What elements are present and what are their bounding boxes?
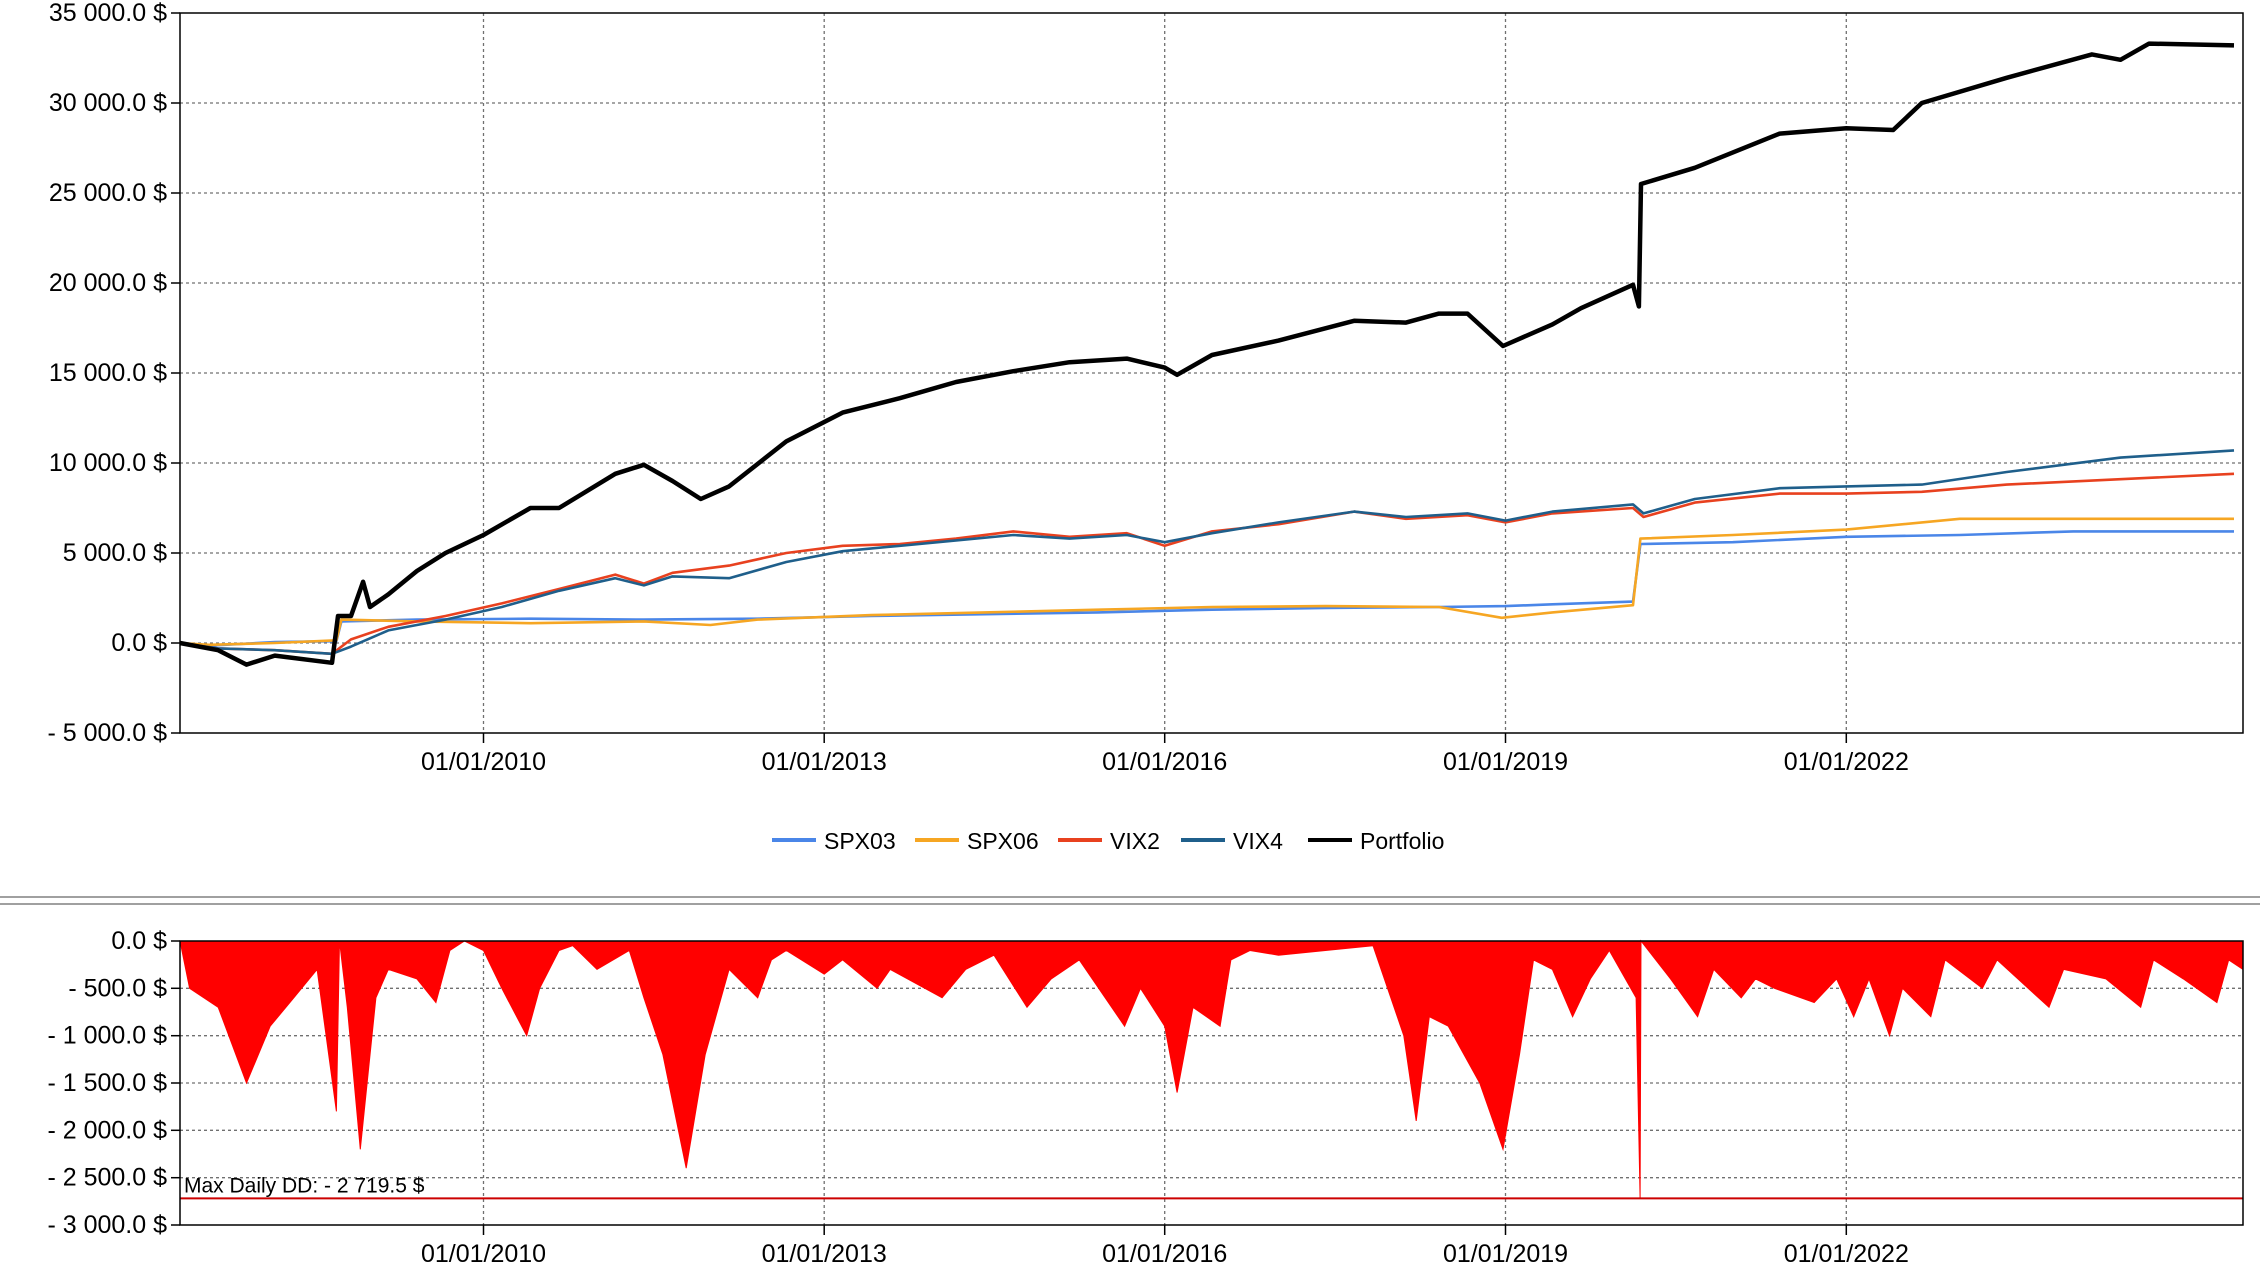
equity-y-tick-label: 10 000.0 $ — [49, 449, 167, 477]
drawdown-y-tick-label: - 2 500.0 $ — [47, 1164, 167, 1192]
max-dd-label: Max Daily DD: - 2 719.5 $ — [184, 1174, 425, 1197]
legend-label-portfolio: Portfolio — [1360, 828, 1444, 854]
equity-y-tick-label: 15 000.0 $ — [49, 359, 167, 387]
equity-y-tick-label: 30 000.0 $ — [49, 89, 167, 117]
drawdown-y-tick-label: - 3 000.0 $ — [47, 1211, 167, 1239]
equity-x-tick-label: 01/01/2013 — [762, 748, 887, 776]
equity-y-tick-label: 0.0 $ — [111, 629, 167, 657]
series-line-spx06 — [180, 519, 2234, 645]
equity-y-tick-label: 35 000.0 $ — [49, 0, 167, 27]
series-line-portfolio — [180, 44, 2234, 665]
drawdown-area — [180, 941, 2243, 1198]
drawdown-x-tick-label: 01/01/2022 — [1784, 1240, 1909, 1268]
equity-x-tick-label: 01/01/2016 — [1102, 748, 1227, 776]
drawdown-x-tick-label: 01/01/2013 — [762, 1240, 887, 1268]
series-line-vix2 — [180, 474, 2234, 654]
drawdown-x-tick-label: 01/01/2019 — [1443, 1240, 1568, 1268]
drawdown-y-tick-label: - 1 000.0 $ — [47, 1022, 167, 1050]
equity-x-tick-label: 01/01/2010 — [421, 748, 546, 776]
legend-label-spx06: SPX06 — [967, 828, 1039, 854]
equity-y-tick-label: 5 000.0 $ — [63, 539, 167, 567]
equity-gridlines — [171, 13, 2243, 743]
equity-x-tick-label: 01/01/2019 — [1443, 748, 1568, 776]
drawdown-y-tick-label: - 1 500.0 $ — [47, 1069, 167, 1097]
drawdown-y-tick-label: 0.0 $ — [111, 927, 167, 955]
legend: SPX03 SPX06 VIX2 VIX4 Portfolio — [772, 828, 1444, 854]
equity-y-tick-label: 25 000.0 $ — [49, 179, 167, 207]
drawdown-y-tick-label: - 500.0 $ — [68, 974, 167, 1002]
series-line-spx03 — [180, 531, 2234, 645]
equity-x-tick-label: 01/01/2022 — [1784, 748, 1909, 776]
legend-label-vix2: VIX2 — [1110, 828, 1160, 854]
drawdown-x-tick-label: 01/01/2016 — [1102, 1240, 1227, 1268]
drawdown-x-tick-label: 01/01/2010 — [421, 1240, 546, 1268]
equity-y-tick-label: - 5 000.0 $ — [47, 719, 167, 747]
equity-y-tick-label: 20 000.0 $ — [49, 269, 167, 297]
drawdown-y-tick-label: - 2 000.0 $ — [47, 1116, 167, 1144]
legend-label-vix4: VIX4 — [1233, 828, 1283, 854]
legend-label-spx03: SPX03 — [824, 828, 896, 854]
